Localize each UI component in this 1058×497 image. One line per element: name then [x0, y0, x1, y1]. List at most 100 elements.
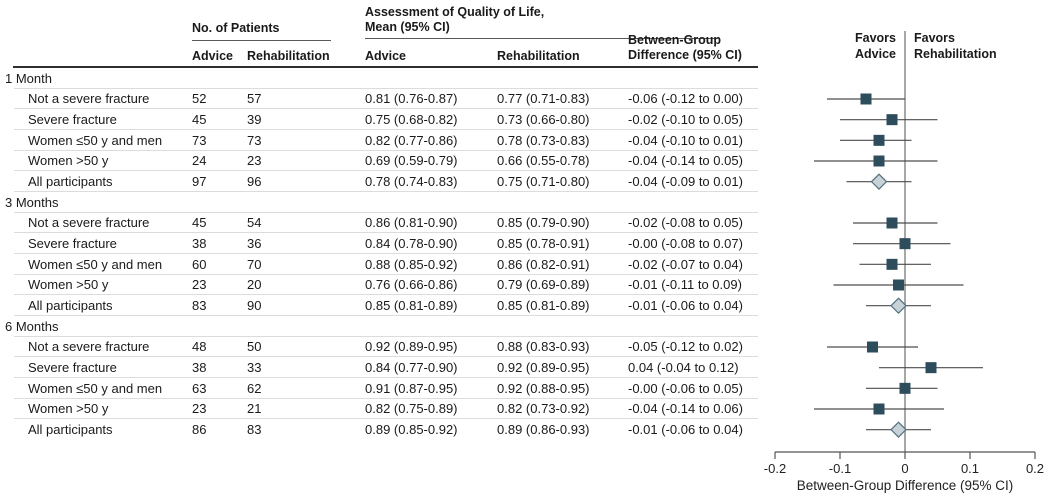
row-label: Severe fracture	[28, 236, 117, 252]
estimate-square-marker	[886, 217, 898, 229]
qol-advice-subheader: Advice	[365, 49, 406, 63]
qol-rehabilitation-cell: 0.66 (0.55-0.78)	[497, 153, 590, 169]
row-label: All participants	[28, 174, 113, 190]
x-axis-tick-label: 0.1	[961, 461, 979, 476]
difference-header-line2: Difference (95% CI)	[628, 48, 742, 62]
estimate-square-marker	[860, 93, 872, 105]
between-group-difference-cell: -0.00 (-0.06 to 0.05)	[628, 380, 743, 396]
patients-advice-cell: 23	[192, 401, 207, 417]
header-rule	[13, 66, 758, 68]
table-row: All participants 86 83 0.89 (0.85-0.92) 0.89…	[0, 419, 760, 440]
row-label: All participants	[28, 298, 113, 314]
qol-advice-cell: 0.88 (0.85-0.92)	[365, 256, 458, 272]
qol-advice-cell: 0.92 (0.89-0.95)	[365, 339, 458, 355]
row-label: Severe fracture	[28, 112, 117, 128]
qol-rehabilitation-cell: 0.89 (0.86-0.93)	[497, 421, 590, 437]
patients-rehabilitation-cell: 21	[247, 401, 262, 417]
estimate-square-marker	[867, 341, 878, 353]
row-label: Women >50 y	[28, 277, 109, 293]
patients-rehabilitation-cell: 33	[247, 360, 262, 376]
between-group-difference-cell: -0.02 (-0.08 to 0.05)	[628, 215, 743, 231]
between-group-difference-cell: -0.02 (-0.07 to 0.04)	[628, 256, 743, 272]
table-row: Not a severe fracture 52 57 0.81 (0.76-0.87…	[0, 89, 760, 110]
estimate-square-marker	[873, 403, 885, 415]
between-group-difference-cell: -0.06 (-0.12 to 0.00)	[628, 91, 743, 107]
qol-advice-cell: 0.91 (0.87-0.95)	[365, 380, 458, 396]
patients-advice-cell: 23	[192, 277, 207, 293]
qol-advice-cell: 0.81 (0.76-0.87)	[365, 91, 458, 107]
qol-advice-cell: 0.84 (0.77-0.90)	[365, 360, 458, 376]
favors-advice-label: Favors Advice	[760, 30, 896, 62]
patients-advice-cell: 45	[192, 215, 207, 231]
estimate-square-marker	[886, 258, 898, 270]
qol-advice-cell: 0.76 (0.66-0.86)	[365, 277, 458, 293]
section-header-row: 3 Months	[0, 192, 760, 213]
estimate-square-marker	[893, 279, 904, 291]
section-label: 6 Months	[5, 318, 59, 334]
qol-rehabilitation-cell: 0.85 (0.81-0.89)	[497, 298, 590, 314]
table-row: All participants 97 96 0.78 (0.74-0.83) 0.75…	[0, 171, 760, 192]
between-group-difference-cell: -0.00 (-0.08 to 0.07)	[628, 236, 743, 252]
x-axis-title: Between-Group Difference (95% CI)	[797, 478, 1014, 493]
qol-advice-cell: 0.82 (0.75-0.89)	[365, 401, 458, 417]
section-header-row: 6 Months	[0, 316, 760, 337]
patients-advice-cell: 38	[192, 236, 207, 252]
patients-advice-cell: 60	[192, 256, 207, 272]
summary-diamond-marker	[890, 297, 907, 315]
qol-rehabilitation-cell: 0.86 (0.82-0.91)	[497, 256, 590, 272]
estimate-square-marker	[899, 382, 911, 394]
table-row: All participants 83 90 0.85 (0.81-0.89) 0.85…	[0, 295, 760, 316]
table-row: Women >50 y 23 21 0.82 (0.75-0.89) 0.82 (0.7…	[0, 399, 760, 420]
qol-column-group-header: Assessment of Quality of Life, Mean (95%…	[365, 5, 718, 39]
row-label: Women ≤50 y and men	[28, 380, 163, 396]
row-label: Not a severe fracture	[28, 91, 150, 107]
estimate-square-marker	[873, 134, 885, 146]
favors-rehabilitation-label: Favors Rehabilitation	[914, 30, 1058, 62]
between-group-difference-cell: -0.05 (-0.12 to 0.02)	[628, 339, 743, 355]
between-group-difference-cell: -0.04 (-0.14 to 0.06)	[628, 401, 743, 417]
patients-rehabilitation-cell: 36	[247, 236, 262, 252]
between-group-difference-cell: -0.01 (-0.06 to 0.04)	[628, 298, 743, 314]
row-label: Women >50 y	[28, 153, 109, 169]
row-label: Women ≤50 y and men	[28, 132, 163, 148]
qol-advice-cell: 0.84 (0.78-0.90)	[365, 236, 458, 252]
row-label: Severe fracture	[28, 360, 117, 376]
table-row: Women >50 y 24 23 0.69 (0.59-0.79) 0.66 (0.5…	[0, 151, 760, 172]
row-label: Women ≤50 y and men	[28, 256, 163, 272]
patients-rehabilitation-cell: 23	[247, 153, 262, 169]
qol-rehabilitation-cell: 0.88 (0.83-0.93)	[497, 339, 590, 355]
patients-advice-cell: 86	[192, 421, 207, 437]
section-label: 1 Month	[5, 70, 52, 86]
qol-rehabilitation-cell: 0.92 (0.88-0.95)	[497, 380, 590, 396]
patients-column-group-header: No. of Patients	[192, 21, 331, 41]
patients-advice-cell: 45	[192, 112, 207, 128]
qol-rehabilitation-cell: 0.73 (0.66-0.80)	[497, 112, 590, 128]
estimate-square-marker	[886, 114, 898, 126]
table-row: Severe fracture 38 33 0.84 (0.77-0.90) 0.92 …	[0, 357, 760, 378]
forest-plot: -0.2 -0.1 0 0.1 0.2 Between-Group Difference …	[764, 31, 1044, 493]
patients-rehabilitation-cell: 20	[247, 277, 262, 293]
patients-header-label: No. of Patients	[192, 21, 280, 35]
row-label: Women >50 y	[28, 401, 109, 417]
x-axis-tick-label: 0.2	[1026, 461, 1044, 476]
qol-advice-cell: 0.82 (0.77-0.86)	[365, 132, 458, 148]
qol-advice-cell: 0.86 (0.81-0.90)	[365, 215, 458, 231]
patients-rehabilitation-cell: 83	[247, 421, 262, 437]
patients-rehabilitation-cell: 50	[247, 339, 262, 355]
qol-advice-cell: 0.89 (0.85-0.92)	[365, 421, 458, 437]
patients-rehabilitation-cell: 90	[247, 298, 262, 314]
summary-diamond-marker	[890, 421, 907, 439]
qol-rehabilitation-cell: 0.75 (0.71-0.80)	[497, 174, 590, 190]
favors-rehabilitation-line1: Favors	[914, 31, 955, 45]
table-row: Severe fracture 38 36 0.84 (0.78-0.90) 0.85 …	[0, 233, 760, 254]
patients-rehabilitation-cell: 62	[247, 380, 262, 396]
patients-advice-subheader: Advice	[192, 49, 233, 63]
qol-rehabilitation-cell: 0.92 (0.89-0.95)	[497, 360, 590, 376]
qol-rehabilitation-cell: 0.77 (0.71-0.83)	[497, 91, 590, 107]
table-row: Women >50 y 23 20 0.76 (0.66-0.86) 0.79 (0.6…	[0, 275, 760, 296]
between-group-difference-cell: -0.01 (-0.06 to 0.04)	[628, 421, 743, 437]
qol-advice-cell: 0.78 (0.74-0.83)	[365, 174, 458, 190]
favors-advice-line2: Advice	[855, 47, 896, 61]
patients-rehabilitation-cell: 73	[247, 132, 262, 148]
difference-column-header: Between-Group Difference (95% CI)	[628, 33, 742, 63]
